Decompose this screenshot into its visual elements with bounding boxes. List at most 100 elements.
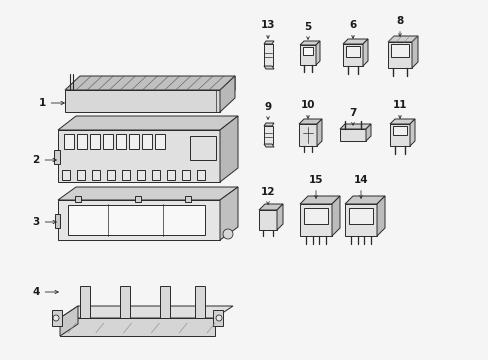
Polygon shape: [264, 66, 273, 69]
Text: 2: 2: [32, 155, 56, 165]
Bar: [77, 134, 87, 149]
Polygon shape: [58, 187, 238, 200]
Text: 14: 14: [353, 175, 367, 198]
Bar: [92, 170, 100, 180]
Text: 12: 12: [260, 187, 275, 204]
Bar: [129, 134, 139, 149]
Text: 5: 5: [304, 22, 311, 39]
Polygon shape: [65, 76, 235, 90]
Text: 4: 4: [32, 287, 58, 297]
Polygon shape: [299, 41, 319, 45]
Text: 6: 6: [348, 20, 356, 39]
Text: 9: 9: [264, 102, 271, 120]
Polygon shape: [58, 116, 238, 130]
Bar: [264, 44, 272, 66]
Polygon shape: [58, 130, 220, 182]
Bar: [348, 208, 372, 224]
Circle shape: [223, 229, 232, 239]
Polygon shape: [409, 119, 414, 146]
Bar: [116, 134, 126, 149]
Bar: [184, 196, 191, 202]
Polygon shape: [299, 196, 339, 204]
Polygon shape: [160, 286, 170, 318]
Polygon shape: [60, 318, 215, 336]
Bar: [298, 124, 316, 146]
Bar: [299, 45, 315, 65]
Polygon shape: [389, 119, 414, 124]
Text: 8: 8: [396, 16, 403, 36]
Bar: [390, 44, 408, 57]
Bar: [387, 42, 411, 68]
Polygon shape: [345, 196, 384, 204]
Polygon shape: [65, 90, 220, 112]
Bar: [346, 46, 359, 57]
Bar: [64, 134, 74, 149]
Text: 1: 1: [38, 98, 64, 108]
Bar: [62, 170, 70, 180]
Bar: [167, 170, 175, 180]
Bar: [264, 126, 272, 144]
Bar: [54, 150, 60, 164]
Polygon shape: [264, 144, 273, 147]
Bar: [342, 44, 362, 66]
Text: 11: 11: [392, 100, 407, 118]
Polygon shape: [60, 306, 232, 318]
Polygon shape: [220, 116, 238, 182]
Bar: [182, 170, 190, 180]
Text: 13: 13: [260, 20, 275, 39]
Bar: [389, 124, 409, 146]
Bar: [259, 210, 276, 230]
Polygon shape: [411, 36, 417, 68]
Bar: [68, 205, 204, 235]
Bar: [77, 170, 85, 180]
Polygon shape: [80, 286, 90, 318]
Bar: [345, 204, 376, 236]
Bar: [155, 134, 164, 149]
Bar: [55, 214, 60, 228]
Circle shape: [53, 315, 59, 321]
Polygon shape: [316, 119, 321, 146]
Polygon shape: [264, 41, 273, 44]
Bar: [303, 47, 312, 55]
Bar: [107, 170, 115, 180]
Polygon shape: [339, 124, 370, 129]
Bar: [197, 170, 204, 180]
Bar: [392, 126, 406, 135]
Polygon shape: [220, 187, 238, 240]
Bar: [75, 196, 81, 202]
Polygon shape: [120, 286, 130, 318]
Circle shape: [216, 315, 222, 321]
Polygon shape: [298, 119, 321, 124]
Polygon shape: [58, 200, 220, 240]
Polygon shape: [376, 196, 384, 236]
Bar: [103, 134, 113, 149]
Bar: [152, 170, 160, 180]
Polygon shape: [220, 76, 235, 112]
Text: 15: 15: [308, 175, 323, 198]
Polygon shape: [362, 39, 367, 66]
Polygon shape: [220, 76, 235, 112]
Bar: [190, 136, 216, 160]
Polygon shape: [342, 39, 367, 44]
Bar: [339, 129, 365, 141]
Polygon shape: [195, 286, 204, 318]
Polygon shape: [315, 41, 319, 65]
Polygon shape: [387, 36, 417, 42]
Text: 3: 3: [32, 217, 56, 227]
Bar: [142, 134, 152, 149]
Bar: [137, 170, 145, 180]
Text: 7: 7: [348, 108, 356, 125]
Polygon shape: [365, 124, 370, 141]
Polygon shape: [259, 204, 283, 210]
Polygon shape: [60, 306, 78, 336]
Bar: [90, 134, 100, 149]
Bar: [52, 310, 62, 326]
Bar: [299, 204, 331, 236]
Bar: [304, 208, 327, 224]
Polygon shape: [276, 204, 283, 230]
Bar: [135, 196, 141, 202]
Text: 10: 10: [300, 100, 315, 118]
Bar: [122, 170, 130, 180]
Polygon shape: [264, 123, 273, 126]
Bar: [213, 310, 223, 326]
